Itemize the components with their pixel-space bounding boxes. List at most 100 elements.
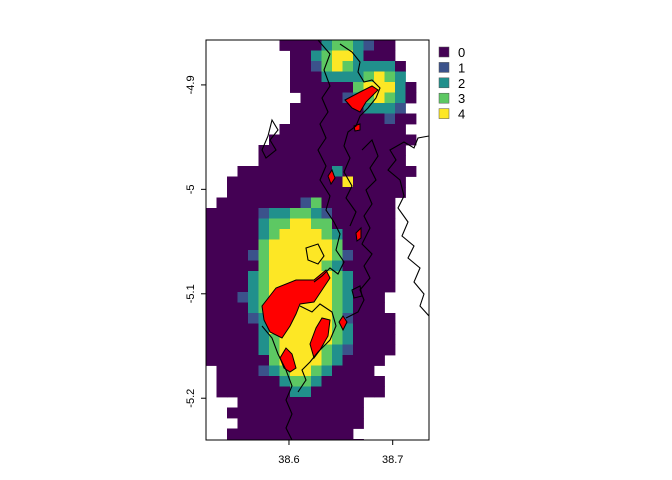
raster-cell [321,155,333,167]
raster-cell [353,50,364,62]
raster-cell [290,334,301,345]
raster-cell [248,407,259,419]
raster-cell [342,82,354,93]
y-tick-label: -5 [185,184,197,194]
raster-cell [374,145,385,156]
raster-cell [248,334,259,345]
raster-cell [206,271,217,282]
raster-cell [363,103,375,114]
raster-cell [290,71,301,83]
raster-cell [321,407,333,419]
raster-cell [342,155,354,167]
raster-cell [227,197,238,209]
raster-cell [300,50,312,62]
raster-cell [384,229,396,240]
raster-cell [363,166,375,177]
raster-cell [321,82,333,93]
coastline-south [261,325,293,440]
raster-cell [321,61,333,72]
raster-cell [300,323,312,335]
raster-cell [405,166,417,177]
raster-cell [279,397,291,408]
raster-cell [353,418,364,429]
raster-cell [258,187,270,198]
raster-cell [332,113,343,125]
raster-cell [258,155,270,167]
raster-cell [342,113,354,125]
raster-cell [374,271,385,282]
raster-cell [363,218,375,230]
coastline-island-north [313,40,345,283]
raster-cell [237,365,249,377]
raster-cell [227,323,238,335]
axes: 38.6 38.7 -4.9 -5 -5.1 -5.2 [185,75,403,466]
raster-cell [300,92,312,104]
raster-cell [353,82,364,93]
raster-cell [311,376,322,387]
raster-cell [290,229,301,240]
raster-cell [311,386,322,398]
raster-cell [353,250,364,261]
raster-cell [248,418,259,429]
highlight-polygon-east-dot [338,315,348,332]
raster-cell [227,250,238,261]
raster-cell [269,376,280,387]
raster-cell [342,187,354,198]
raster-cell [332,355,343,366]
raster-cell [248,386,259,398]
raster-cell [332,40,343,51]
raster-cell [300,418,312,429]
raster-cell [311,134,322,146]
raster-cell [363,334,375,345]
raster-cell [237,208,249,219]
raster-cell [279,376,291,387]
raster-cell [405,82,417,93]
raster-cell [384,113,396,125]
raster-cell [374,197,385,209]
raster-cell [290,103,301,114]
raster-cell [332,166,343,177]
raster-cell [353,187,364,198]
plot-frame [205,39,430,441]
raster-cell [374,113,385,125]
raster-cell [269,386,280,398]
raster-cell [311,50,322,62]
legend-label: 0 [458,45,465,60]
raster-cell [363,376,375,387]
raster-cell [237,176,249,188]
raster-cell [206,292,217,303]
raster-cell [311,176,322,188]
raster-cell [363,134,375,146]
raster-cell [332,218,343,230]
raster-cell [353,355,364,366]
raster-cell [395,92,406,104]
raster-cell [342,176,354,188]
raster-cell [342,313,354,324]
raster-cell [279,145,291,156]
raster-cell [300,166,312,177]
raster-cell [374,103,385,114]
raster-cell [258,376,270,387]
raster-cell [290,239,301,251]
raster-cell [206,260,217,272]
raster-cell [237,418,249,429]
raster-cell [311,197,322,209]
raster-cell [311,365,322,377]
raster-cell [269,197,280,209]
raster-cell [342,166,354,177]
raster-cell [279,176,291,188]
raster-cell [290,82,301,93]
raster-cell [258,365,270,377]
raster-cell [321,376,333,387]
raster-cell [279,197,291,209]
raster-cell [290,208,301,219]
coastline-outlines [261,40,429,440]
raster-cell [384,71,396,83]
raster-cell [237,197,249,209]
raster-cell [342,323,354,335]
raster-cell [258,386,270,398]
raster-cell [342,50,354,62]
highlight-polygon-mid-east [355,226,362,242]
raster-cell [248,187,259,198]
raster-cell [321,439,333,440]
